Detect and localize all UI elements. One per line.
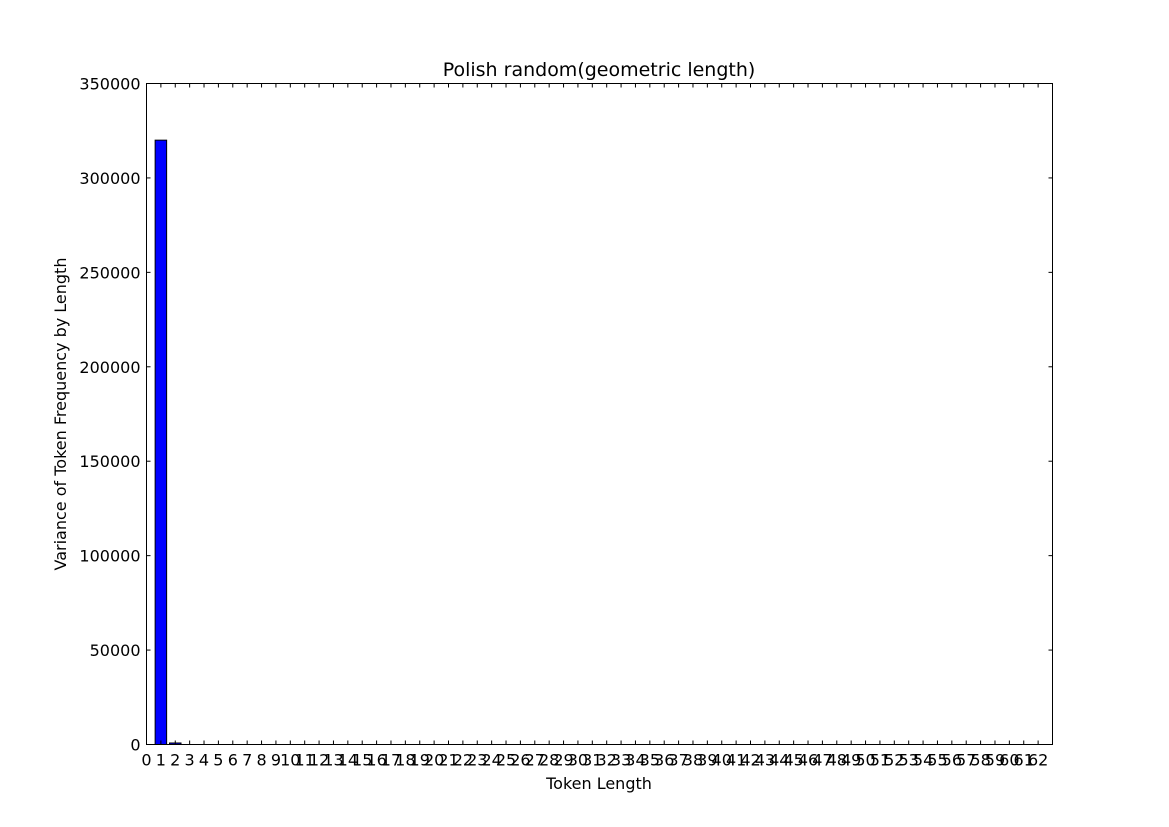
x-tick-label: 4 <box>199 751 209 770</box>
x-tick-label: 54 <box>913 751 933 770</box>
x-tick-label: 61 <box>1014 751 1034 770</box>
x-tick-label: 18 <box>395 751 415 770</box>
y-tick-label: 150000 <box>79 452 140 471</box>
x-tick-label: 41 <box>726 751 746 770</box>
x-tick-label: 10 <box>280 751 300 770</box>
x-tick-label: 59 <box>985 751 1005 770</box>
x-tick-label: 53 <box>899 751 919 770</box>
x-tick-label: 27 <box>525 751 545 770</box>
x-tick-label: 3 <box>185 751 195 770</box>
x-tick-label: 25 <box>496 751 516 770</box>
x-tick-label: 16 <box>366 751 386 770</box>
y-tick-label: 250000 <box>79 263 140 282</box>
x-tick-label: 31 <box>582 751 602 770</box>
x-tick-label: 15 <box>352 751 372 770</box>
x-tick-label: 33 <box>611 751 631 770</box>
x-tick-label: 5 <box>213 751 223 770</box>
x-tick-label: 49 <box>841 751 861 770</box>
x-tick-label: 19 <box>410 751 430 770</box>
x-tick-label: 7 <box>242 751 252 770</box>
y-tick-label: 200000 <box>79 358 140 377</box>
x-tick-label: 35 <box>640 751 660 770</box>
y-tick-label: 100000 <box>79 547 140 566</box>
x-tick-label: 0 <box>141 751 151 770</box>
x-tick-label: 45 <box>783 751 803 770</box>
x-tick-label: 52 <box>884 751 904 770</box>
plot-frame <box>146 83 1053 745</box>
x-tick-label: 13 <box>323 751 343 770</box>
x-tick-label: 11 <box>295 751 315 770</box>
x-tick-label: 21 <box>438 751 458 770</box>
x-tick-label: 9 <box>271 751 281 770</box>
x-tick-label: 23 <box>467 751 487 770</box>
x-tick-label: 57 <box>956 751 976 770</box>
x-tick-label: 36 <box>654 751 674 770</box>
x-tick-label: 56 <box>942 751 962 770</box>
x-tick-label: 20 <box>424 751 444 770</box>
y-tick-label: 350000 <box>79 75 140 94</box>
x-tick-label: 44 <box>769 751 789 770</box>
x-tick-label: 34 <box>625 751 645 770</box>
x-tick-label: 1 <box>156 751 166 770</box>
x-tick-label: 14 <box>338 751 358 770</box>
x-tick-label: 30 <box>568 751 588 770</box>
y-axis-title: Variance of Token Frequency by Length <box>51 258 70 571</box>
x-tick-label: 42 <box>740 751 760 770</box>
x-tick-label: 32 <box>597 751 617 770</box>
bar-1 <box>154 139 168 745</box>
x-tick-label: 22 <box>453 751 473 770</box>
x-tick-label: 62 <box>1028 751 1048 770</box>
x-tick-label: 2 <box>170 751 180 770</box>
x-tick-label: 12 <box>309 751 329 770</box>
x-tick-label: 51 <box>870 751 890 770</box>
x-tick-label: 46 <box>798 751 818 770</box>
x-tick-label: 40 <box>712 751 732 770</box>
x-tick-label: 28 <box>539 751 559 770</box>
x-tick-label: 39 <box>697 751 717 770</box>
y-tick-label: 0 <box>130 736 140 755</box>
x-tick-label: 55 <box>927 751 947 770</box>
x-tick-label: 47 <box>812 751 832 770</box>
x-tick-label: 26 <box>510 751 530 770</box>
x-tick-label: 24 <box>481 751 501 770</box>
x-tick-label: 17 <box>381 751 401 770</box>
bars-layer <box>154 139 182 745</box>
x-tick-label: 48 <box>827 751 847 770</box>
x-tick-label: 60 <box>999 751 1019 770</box>
x-tick-label: 37 <box>668 751 688 770</box>
x-tick-label: 29 <box>553 751 573 770</box>
chart-title: Polish random(geometric length) <box>443 59 756 81</box>
ticks-layer: 0 1 2 3 4 5 6 7 8 9 101112131415161718192021222324… <box>79 75 1053 770</box>
y-tick-label: 300000 <box>79 169 140 188</box>
x-tick-label: 58 <box>970 751 990 770</box>
y-tick-label: 50000 <box>90 641 141 660</box>
x-tick-label: 50 <box>855 751 875 770</box>
x-tick-label: 8 <box>256 751 266 770</box>
x-axis-title: Token Length <box>545 774 652 793</box>
x-tick-label: 43 <box>755 751 775 770</box>
x-tick-label: 6 <box>228 751 238 770</box>
x-tick-label: 38 <box>683 751 703 770</box>
